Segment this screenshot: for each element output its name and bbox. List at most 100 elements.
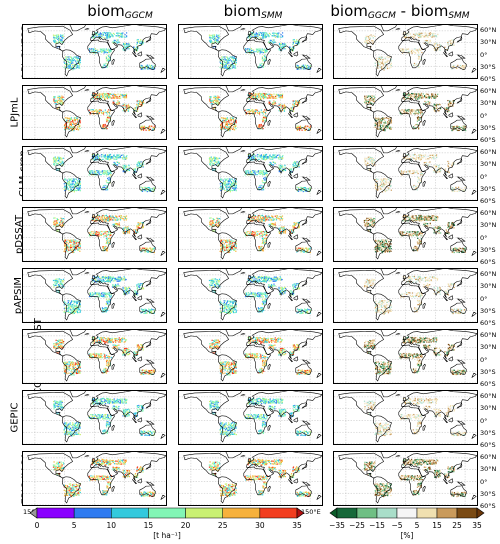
colorbar-tick-label: −15 (369, 521, 385, 530)
map-panel-lpjml-difference (333, 85, 478, 140)
coastlines (27, 86, 166, 138)
colorbar-tick-label: −5 (391, 521, 403, 530)
latitude-label: 60°N (480, 209, 497, 218)
map-panel-pdssat-difference (333, 207, 478, 262)
crop-pixels (363, 214, 467, 254)
map-panel-epic-iiasa-smm (178, 451, 323, 506)
latitude-label: 60°N (480, 148, 497, 157)
latitude-label: 30°N (480, 221, 497, 230)
latitude-label: 60°N (480, 26, 497, 35)
latitude-label: 60°S (480, 197, 496, 205)
latitude-label: 30°N (480, 282, 497, 291)
crop-pixels (209, 92, 312, 132)
latitude-label: 30°S (480, 184, 496, 193)
coastlines (338, 86, 477, 138)
map-panel-gepic-ggcm (22, 390, 167, 445)
latitude-label: 60°S (480, 380, 496, 388)
map-panel-epic-iiasa-ggcm (22, 451, 167, 506)
latitude-label: 60°N (480, 270, 497, 279)
coastlines (183, 391, 322, 443)
colorbar-tick-label: 25 (452, 521, 462, 530)
coastlines (338, 147, 477, 199)
coastlines (338, 269, 477, 321)
latitude-label: 0° (480, 416, 488, 425)
latitude-label: 0° (480, 50, 488, 59)
map-panel-pdssat-smm (178, 207, 323, 262)
colorbar-tick-label: 15 (143, 521, 154, 530)
map-panel-pdssat-ggcm (22, 207, 167, 262)
colorbar-tick-label: 0 (34, 521, 40, 530)
latitude-label: 0° (480, 172, 488, 181)
colorbar-tick-label: 35 (292, 521, 302, 530)
map-panel-clm-crop-difference (333, 146, 478, 201)
latitude-label: 30°S (480, 245, 496, 254)
latitude-label: 30°S (480, 62, 496, 71)
map-panel-gepic-difference (333, 390, 478, 445)
crop-pixels (52, 275, 156, 315)
colorbar-tick-label: 10 (106, 521, 117, 530)
map-panel-lpjml-ggcm (22, 85, 167, 140)
latitude-label: 0° (480, 355, 488, 364)
coastlines (183, 25, 322, 77)
latitude-label: 30°N (480, 343, 497, 352)
coastlines (338, 391, 477, 443)
latitude-label: 30°S (480, 306, 496, 315)
coastlines (338, 208, 477, 260)
latitude-label: 30°S (480, 367, 496, 376)
map-panel-epic-iiasa-difference (333, 451, 478, 506)
coastlines (27, 452, 166, 504)
map-panel-papsim-smm (178, 268, 323, 323)
map-panel-lpj-guess-difference (333, 24, 478, 79)
map-panel-papsim-ggcm (22, 268, 167, 323)
colorbar-unit: [t ha⁻¹] (153, 531, 181, 540)
coastlines (183, 86, 322, 138)
column-title-smm: biomSMM (223, 2, 283, 21)
latitude-label: 0° (480, 294, 488, 303)
latitude-label: 30°N (480, 404, 497, 413)
colorbar-tick-label: −35 (329, 521, 345, 530)
map-panel-lpj-guess-smm (178, 24, 323, 79)
latitude-label: 60°S (480, 258, 496, 266)
coastlines (27, 269, 166, 321)
latitude-label: 60°S (480, 319, 496, 327)
latitude-label: 60°S (480, 502, 496, 510)
colorbar-tick-label: 30 (255, 521, 265, 530)
latitude-label: 30°S (480, 123, 496, 132)
crop-pixels (363, 397, 467, 437)
coastlines (183, 147, 322, 199)
latitude-label: 60°N (480, 453, 497, 462)
map-panel-cgms-wofost-ggcm (22, 329, 167, 384)
map-panel-papsim-difference (333, 268, 478, 323)
colorbar-biomass (29, 507, 305, 519)
crop-pixels (53, 92, 156, 132)
colorbar-unit: [%] (400, 531, 414, 540)
latitude-label: 60°N (480, 392, 497, 401)
colorbar-tick-label: 5 (414, 521, 420, 530)
latitude-label: 30°N (480, 38, 497, 47)
colorbar-tick-label: 25 (217, 521, 228, 530)
coastlines (338, 330, 477, 382)
colorbar-tick-label: 35 (472, 521, 482, 530)
coastlines (338, 452, 477, 504)
row-label: pDSSAT (14, 214, 26, 255)
longitude-label: 150°E (301, 508, 321, 516)
latitude-label: 30°S (480, 428, 496, 437)
latitude-label: 60°S (480, 136, 496, 144)
colorbar-tick-label: 5 (71, 521, 77, 530)
latitude-label: 30°N (480, 465, 497, 474)
latitude-label: 30°S (480, 489, 496, 498)
coastlines (183, 208, 322, 260)
colorbar-tick-label: 15 (432, 521, 442, 530)
coastlines (27, 330, 166, 382)
row-label: GEPIC (9, 402, 21, 433)
latitude-label: 0° (480, 477, 488, 486)
colorbar-tick-label: −25 (349, 521, 365, 530)
map-panel-gepic-smm (178, 390, 323, 445)
latitude-label: 0° (480, 233, 488, 242)
crop-pixels (208, 275, 312, 315)
latitude-label: 60°S (480, 75, 496, 83)
coastlines (27, 208, 166, 260)
row-label: CGMS-WOFOST (0, 318, 44, 395)
map-panel-lpj-guess-ggcm (22, 24, 167, 79)
coastlines (183, 452, 322, 504)
